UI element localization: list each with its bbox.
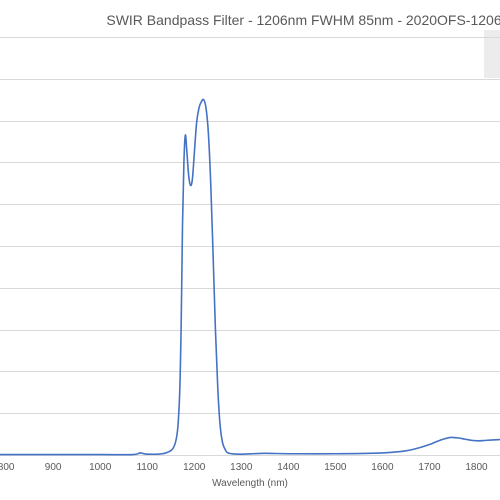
- x-tick-label: 1600: [371, 462, 394, 473]
- x-tick-label: 1300: [230, 462, 253, 473]
- legend-area-cropped: [484, 30, 500, 78]
- x-tick-label: 800: [0, 462, 15, 473]
- x-tick-label: 1000: [89, 462, 112, 473]
- x-tick-labels: 800 900 1000 1100 1200 1300 1400 1500 1600 1700 18…: [0, 462, 488, 473]
- gridlines: [0, 37, 500, 456]
- x-tick-label: 1100: [136, 462, 158, 473]
- chart-title: SWIR Bandpass Filter - 1206nm FWHM 85nm …: [106, 12, 500, 28]
- x-tick-label: 900: [45, 462, 62, 473]
- x-tick-label: 1800: [465, 462, 488, 473]
- series-layer: [0, 98, 500, 456]
- x-tick-label: 1400: [277, 462, 300, 473]
- x-axis-title: Wavelength (nm): [212, 478, 288, 489]
- x-tick-label: 1200: [183, 462, 206, 473]
- x-tick-label: 1500: [324, 462, 347, 473]
- transmission-series-line: [0, 98, 500, 456]
- x-tick-label: 1700: [418, 462, 441, 473]
